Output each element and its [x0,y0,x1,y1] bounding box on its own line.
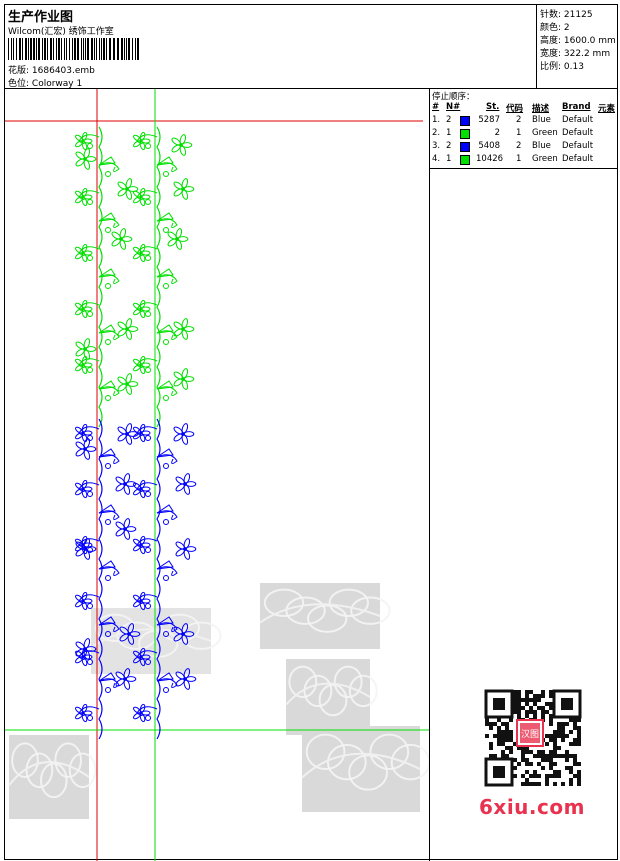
fabric-swatch [259,583,391,649]
stitches-row: 针数: 21125 [540,7,593,20]
design-label: 花版: [8,66,30,76]
row-brand: Default [562,154,594,164]
row-description: Blue [532,115,551,125]
stop-sequence-row: 1. 2 5287 2 Blue Default [432,115,618,127]
colors-value: 2 [563,23,570,33]
scale-value: 0.13 [563,62,584,72]
fabric-swatch [285,659,378,735]
stop-sequence-row: 4. 1 10426 1 Green Default [432,154,618,166]
row-code: 1 [516,154,522,164]
worksheet: 生产作业图 Wilcom(汇宏) 绣饰工作室 花版: 1686403.emb 色… [4,4,618,861]
row-needle: 2 [446,141,452,151]
barcode [8,38,139,60]
colorway-row: 色位: Colorway 1 [8,76,82,89]
row-index: 1. [432,115,441,125]
company-name: Wilcom(汇宏) 绣饰工作室 [8,27,114,37]
width-value: 322.2 mm [563,49,611,59]
header-panel: 生产作业图 Wilcom(汇宏) 绣饰工作室 花版: 1686403.emb 色… [5,5,537,89]
row-index: 2. [432,128,441,138]
row-stitches: 10426 [476,154,504,164]
col-st: St. [486,102,500,112]
row-code: 2 [516,141,522,151]
design-file-row: 花版: 1686403.emb [8,63,95,76]
height-label: 高度: [540,36,562,46]
fabric-swatch [301,726,429,812]
color-swatch [460,116,470,126]
vine-blue-right [133,418,178,740]
colorway-value: Colorway 1 [31,79,83,89]
row-description: Blue [532,141,551,151]
col-brand: Brand [562,102,591,112]
row-brand: Default [562,115,594,125]
height-value: 1600.0 mm [563,36,616,46]
color-swatch [460,129,470,139]
colorway-label: 色位: [8,79,30,89]
row-stitches: 5287 [478,115,500,125]
stitches-value: 21125 [563,10,593,20]
stitches-label: 针数: [540,10,562,20]
row-needle: 1 [446,128,452,138]
row-index: 3. [432,141,441,151]
row-code: 2 [516,115,522,125]
col-code: 代码 [506,104,524,114]
width-row: 宽度: 322.2 mm [540,46,610,59]
colors-row: 颜色: 2 [540,20,570,33]
row-index: 4. [432,154,441,164]
row-description: Green [532,128,558,138]
panel-divider [429,169,430,861]
page-title: 生产作业图 [8,10,74,25]
scale-label: 比例: [540,62,562,72]
stop-sequence-caption: 停止顺序： [432,92,475,102]
stop-sequence-table: 停止顺序： # N# St. 代码 描述 Brand 元素 1. 2 5287 2 Bl… [429,89,617,169]
site-watermark: 6xiu.com [479,795,585,819]
col-num: N# [446,102,461,112]
vine-green-right [133,126,178,428]
stop-sequence-header: # N# St. 代码 描述 Brand 元素 [432,102,618,114]
scale-row: 比例: 0.13 [540,59,584,72]
height-row: 高度: 1600.0 mm [540,33,616,46]
color-swatch [460,155,470,165]
row-description: Green [532,154,558,164]
embroidery-preview [5,89,429,861]
row-stitches: 5408 [478,141,500,151]
info-panel: 针数: 21125 颜色: 2 高度: 1600.0 mm 宽度: 322.2 … [537,5,617,89]
row-needle: 1 [446,154,452,164]
fabric-swatch [8,735,97,819]
colors-label: 颜色: [540,23,562,33]
row-brand: Default [562,128,594,138]
svg-text:汉图: 汉图 [521,729,539,740]
vine-green-left [75,126,120,428]
qr-code: 汉图 [473,684,585,794]
row-brand: Default [562,141,594,151]
stop-sequence-row: 2. 1 2 1 Green Default [432,128,618,140]
row-needle: 2 [446,115,452,125]
col-idx: # [432,102,440,112]
col-element: 元素 [598,104,616,114]
outer-flowers [75,134,197,690]
vine-blue-left [75,418,120,740]
stop-sequence-row: 3. 2 5408 2 Blue Default [432,141,618,153]
width-label: 宽度: [540,49,562,59]
row-code: 1 [516,128,522,138]
row-stitches: 2 [494,128,500,138]
col-desc: 描述 [532,104,550,114]
color-swatch [460,142,470,152]
design-value: 1686403.emb [31,66,95,76]
fabric-swatches [8,583,429,819]
